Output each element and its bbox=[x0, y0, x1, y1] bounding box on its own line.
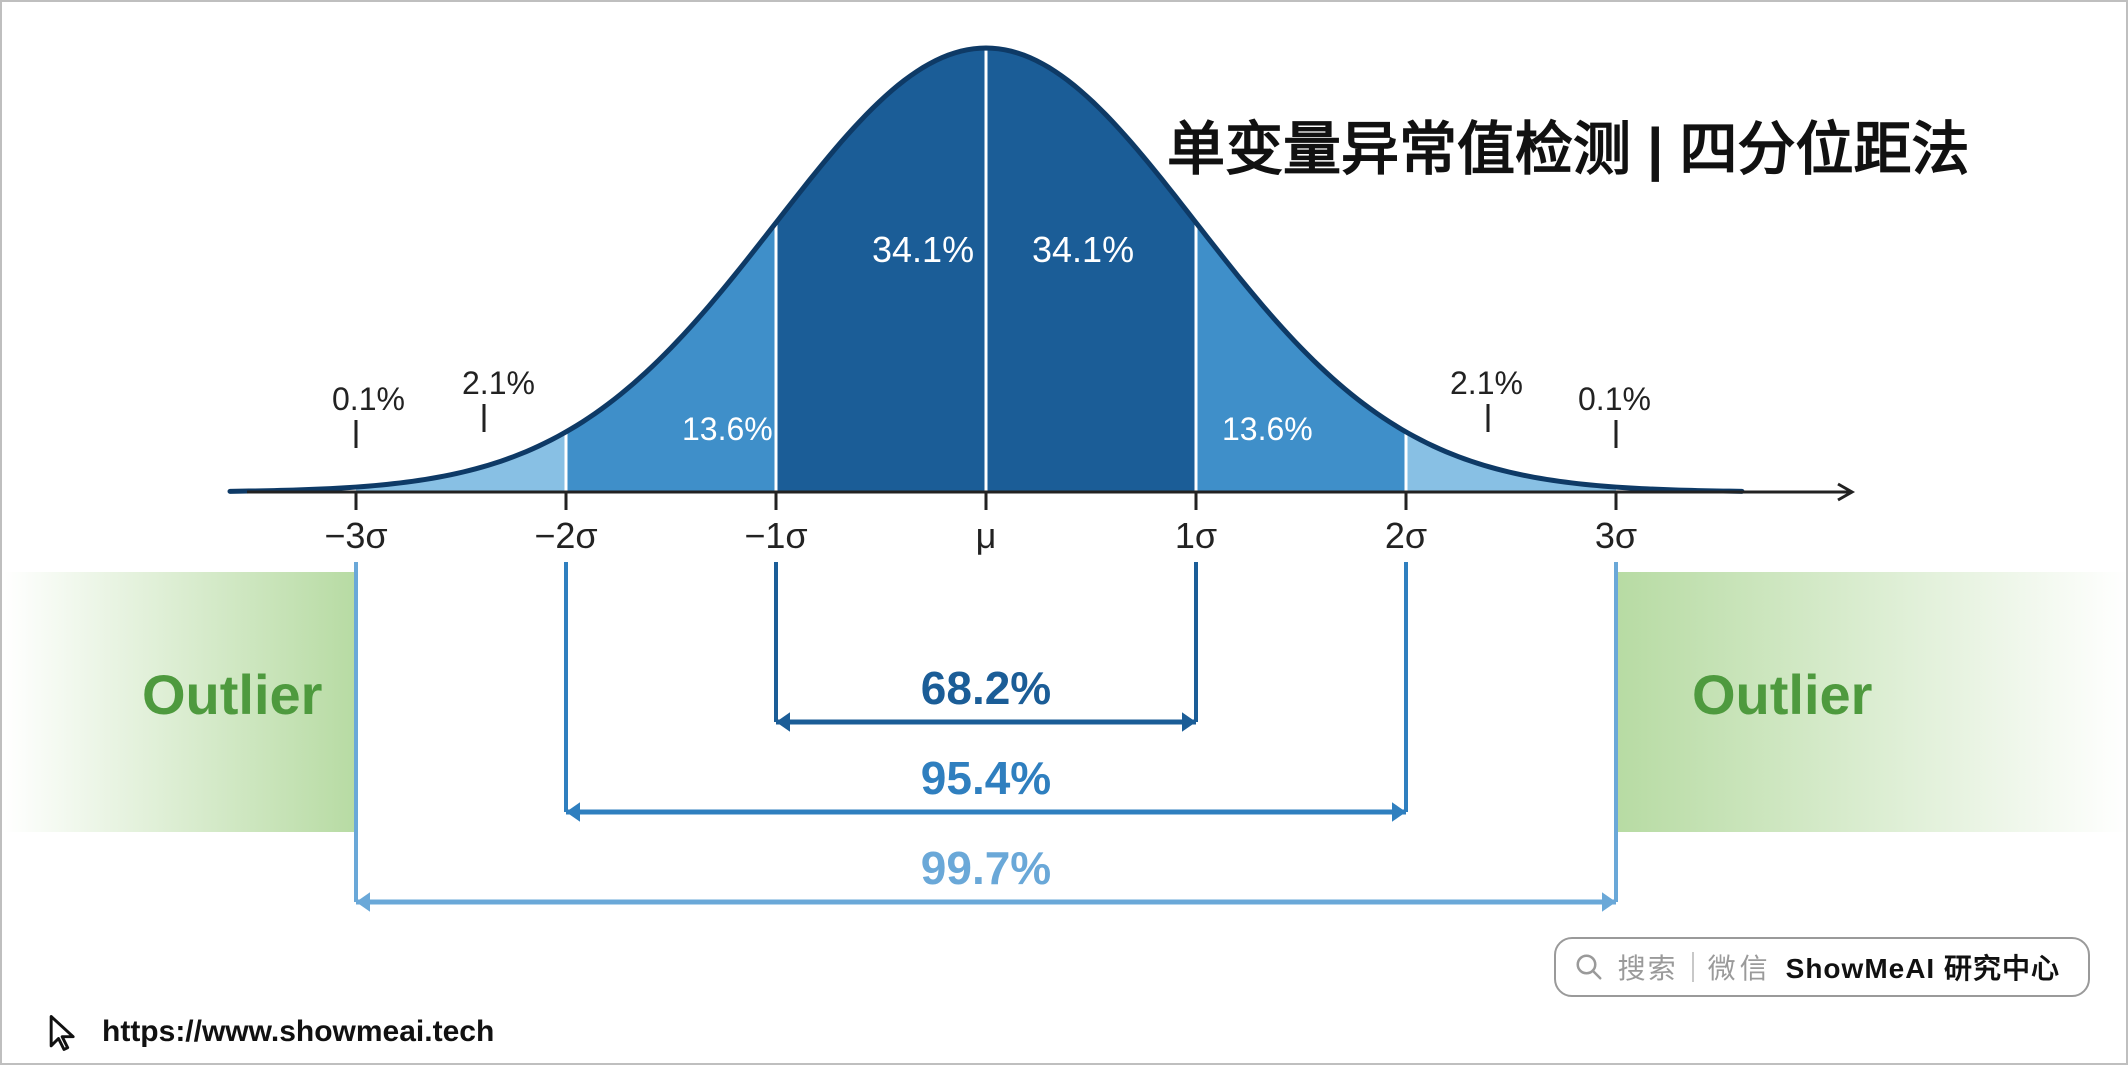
svg-text:0.1%: 0.1% bbox=[332, 381, 405, 417]
svg-text:99.7%: 99.7% bbox=[921, 842, 1051, 894]
svg-text:0.1%: 0.1% bbox=[1578, 381, 1651, 417]
brand-label: ShowMeAI 研究中心 bbox=[1786, 947, 2060, 987]
svg-text:−3σ: −3σ bbox=[324, 515, 387, 556]
source-url: https://www.showmeai.tech bbox=[102, 1015, 494, 1049]
wechat-label: 微信 bbox=[1708, 947, 1772, 987]
svg-text:−1σ: −1σ bbox=[744, 515, 807, 556]
stage: { "canvas":{"width":2128,"height":1065,"… bbox=[2, 2, 2128, 1065]
svg-text:μ: μ bbox=[976, 515, 997, 556]
search-divider bbox=[1692, 952, 1694, 982]
cursor-icon bbox=[42, 1011, 86, 1055]
svg-text:95.4%: 95.4% bbox=[921, 752, 1051, 804]
svg-text:−2σ: −2σ bbox=[534, 515, 597, 556]
svg-text:68.2%: 68.2% bbox=[921, 662, 1051, 714]
svg-text:1σ: 1σ bbox=[1175, 515, 1217, 556]
svg-text:2.1%: 2.1% bbox=[1450, 365, 1523, 401]
svg-text:34.1%: 34.1% bbox=[1032, 229, 1134, 270]
svg-text:2.1%: 2.1% bbox=[462, 365, 535, 401]
page-title: 单变量异常值检测 | 四分位距法 bbox=[1167, 102, 1969, 186]
search-widget: 搜索 微信 ShowMeAI 研究中心 bbox=[1554, 937, 2090, 997]
svg-text:2σ: 2σ bbox=[1385, 515, 1427, 556]
frame: { "canvas":{"width":2128,"height":1065,"… bbox=[0, 0, 2128, 1065]
svg-text:13.6%: 13.6% bbox=[1222, 411, 1313, 447]
search-icon bbox=[1574, 952, 1604, 982]
svg-text:34.1%: 34.1% bbox=[872, 229, 974, 270]
svg-text:3σ: 3σ bbox=[1595, 515, 1637, 556]
svg-text:13.6%: 13.6% bbox=[682, 411, 773, 447]
search-placeholder: 搜索 bbox=[1618, 947, 1678, 987]
